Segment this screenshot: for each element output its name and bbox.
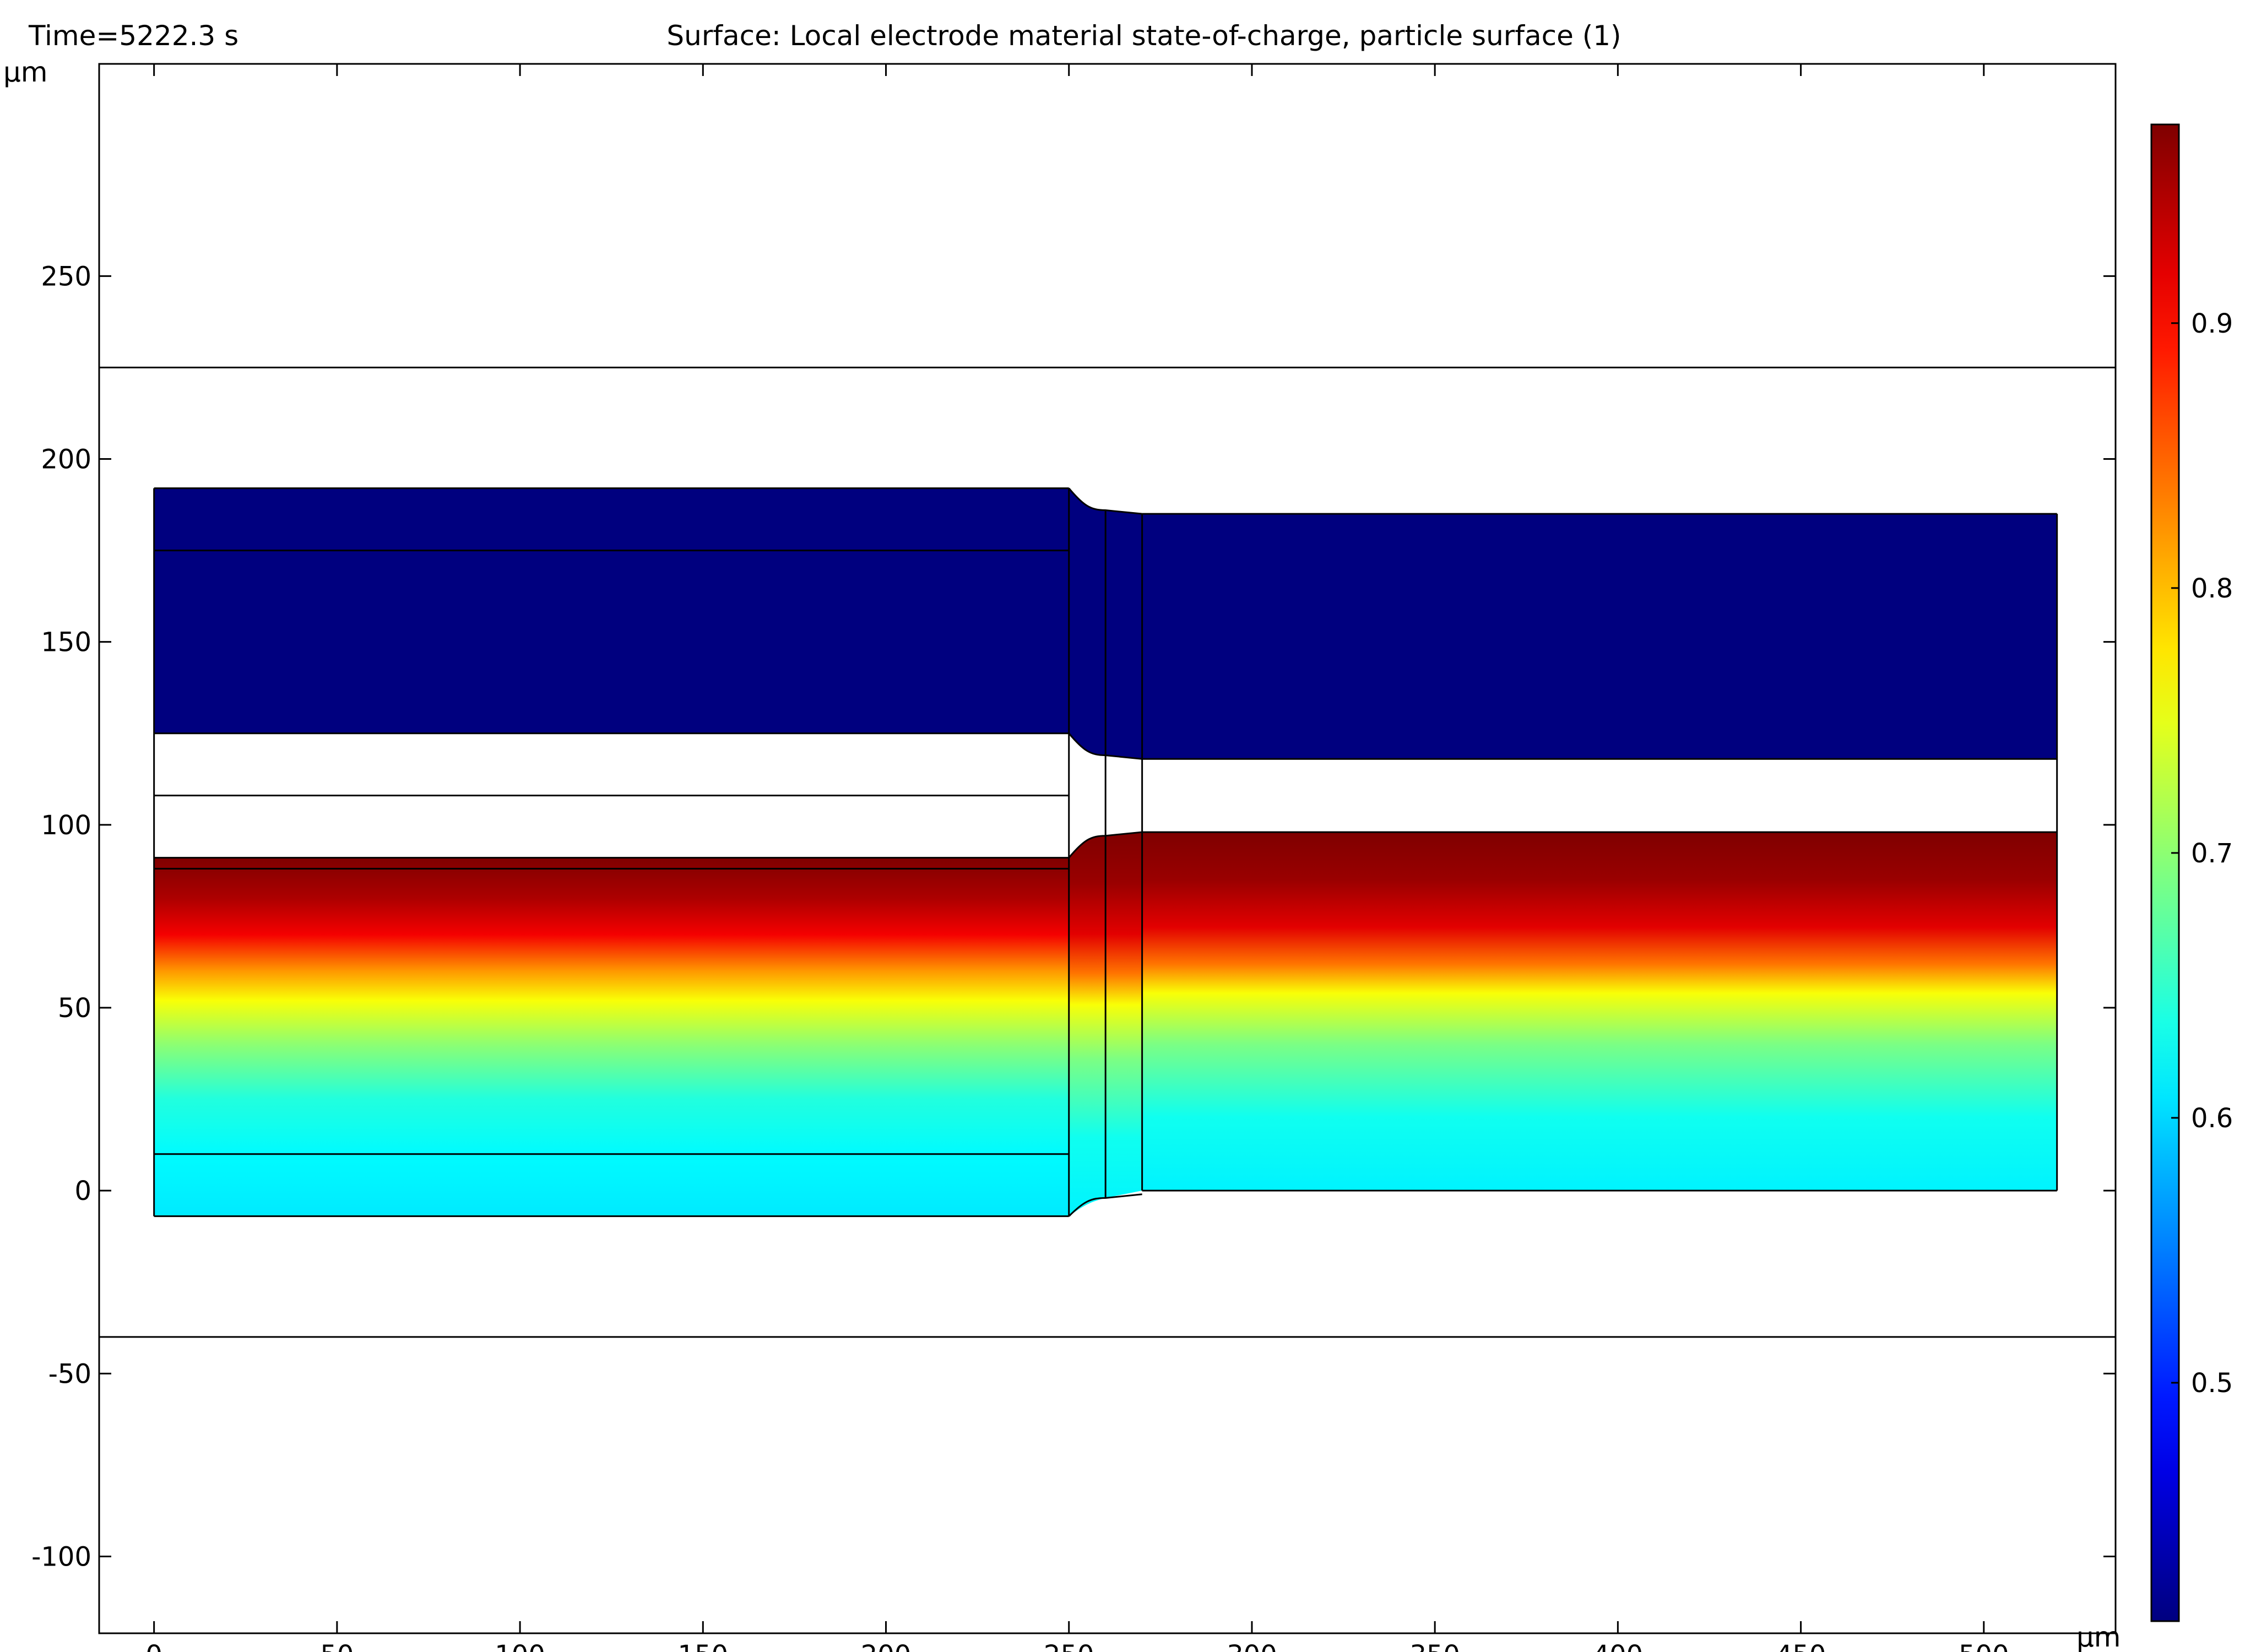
y-tick-label: 200 [41,444,91,475]
y-tick-label: 0 [74,1176,91,1207]
bottom-electrode-left [154,857,1069,1216]
transition-curve [1068,487,1142,515]
time-label: Time=5222.3 s [28,20,238,52]
colorbar-tick-label: 0.5 [2191,1368,2233,1399]
x-tick-label: 250 [1044,1640,1094,1652]
colorbar: 0.5 0.6 0.7 0.8 0.9 [2150,123,2233,1622]
axes-frame [98,63,2117,1634]
bottom-electrode-right [1142,832,2057,1191]
x-tick-label: 350 [1409,1640,1460,1652]
colorbar-bar [2150,123,2180,1622]
y-tick-label: -100 [31,1541,91,1572]
colorbar-tick-label: 0.7 [2191,838,2233,869]
y-tick-label: 250 [41,261,91,292]
colorbar-tick-label: 0.8 [2191,573,2233,604]
x-axis-label: µm [2076,1621,2121,1652]
y-tick-label: -50 [48,1358,91,1389]
top-electrode-left [154,488,1069,733]
y-tick-label: 150 [41,627,91,658]
y-tick-label: 50 [58,993,91,1024]
top-electrode-right [1142,514,2057,759]
colorbar-tick-label: 0.6 [2191,1103,2233,1134]
x-tick-label: 300 [1227,1640,1277,1652]
transition-curve [1068,1193,1142,1217]
plot-axes: 0 50 100 150 200 250 300 350 400 450 500 -100 -50 0 50… [3,56,2121,1652]
plot-regions [99,64,2116,1633]
y-tick-label: 100 [41,810,91,841]
x-tick-label: 0 [145,1640,162,1652]
colorbar-tick-label: 0.9 [2191,308,2233,339]
x-tick-label: 100 [495,1640,545,1652]
transition-curve [1068,732,1142,760]
plot-title: Surface: Local electrode material state-… [666,20,1621,52]
x-tick-label: 400 [1593,1640,1644,1652]
x-tick-label: 50 [320,1640,354,1652]
domain-boundaries [99,366,2116,1338]
x-tick-label: 150 [677,1640,728,1652]
y-axis-label: µm [3,56,48,88]
transition-curve [1068,831,1142,858]
x-tick-label: 450 [1776,1640,1826,1652]
x-tick-label: 500 [1959,1640,2009,1652]
x-tick-label: 200 [861,1640,912,1652]
